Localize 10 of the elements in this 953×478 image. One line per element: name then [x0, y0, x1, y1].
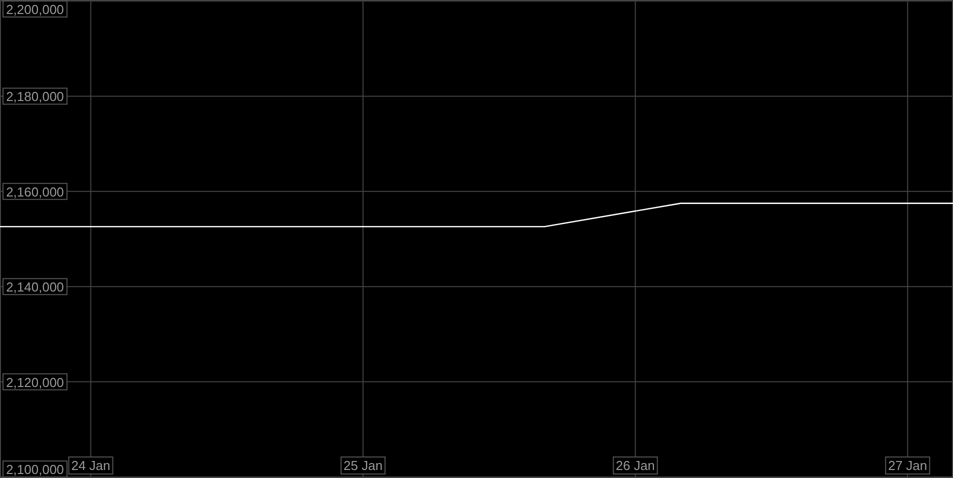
- y-tick-label: 2,100,000: [6, 462, 64, 477]
- y-tick-label: 2,180,000: [6, 89, 64, 104]
- y-tick-label: 2,200,000: [6, 2, 64, 17]
- y-tick-label: 2,120,000: [6, 374, 64, 390]
- y-tick-label: 2,140,000: [6, 280, 64, 295]
- x-tick-label: 27 Jan: [888, 458, 928, 473]
- x-tick-label: 24 Jan: [71, 458, 110, 473]
- y-tick-label: 2,160,000: [6, 184, 64, 200]
- x-tick-label: 25 Jan: [344, 458, 383, 473]
- x-tick-label: 26 Jan: [616, 458, 655, 473]
